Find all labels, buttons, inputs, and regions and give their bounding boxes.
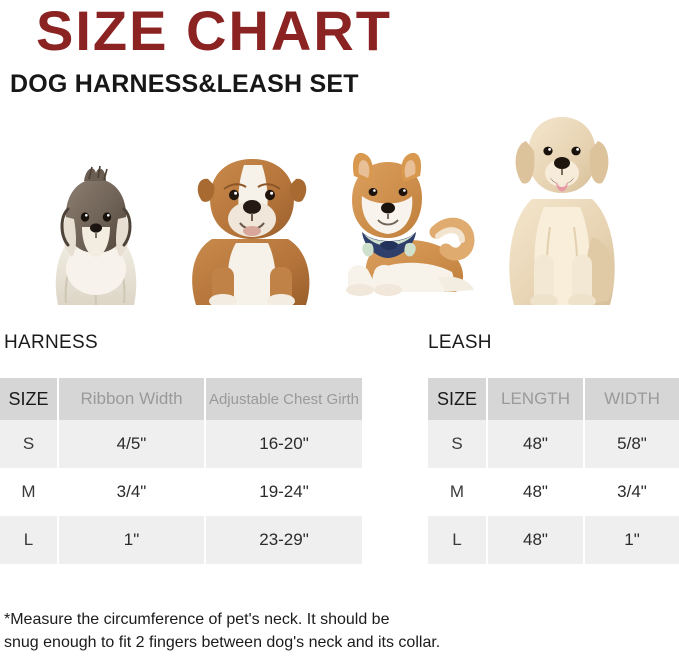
harness-header-chest-girth: Adjustable Chest Girth [205, 378, 362, 420]
leash-cell-size: S [428, 420, 488, 468]
footnote-line-1: *Measure the circumference of pet's neck… [4, 611, 390, 628]
leash-size-table: SIZE LENGTH WIDTH S 48" 5/8" M 48" 3/4" … [428, 378, 679, 564]
page-subtitle: DOG HARNESS&LEASH SET [10, 70, 359, 98]
leash-cell-length: 48" [487, 468, 585, 516]
harness-header-size: SIZE [0, 378, 59, 420]
table-row: L 1" 23-29" [0, 516, 362, 564]
leash-header-width: WIDTH [584, 378, 679, 420]
leash-header-length: LENGTH [487, 378, 585, 420]
leash-cell-length: 48" [487, 420, 585, 468]
page-title: SIZE CHART [36, 0, 392, 62]
harness-header-ribbon-width: Ribbon Width [58, 378, 206, 420]
harness-size-table: SIZE Ribbon Width Adjustable Chest Girth… [0, 378, 362, 564]
leash-cell-width: 5/8" [584, 420, 679, 468]
leash-cell-width: 1" [584, 516, 679, 564]
harness-cell-size: M [0, 468, 59, 516]
leash-section-label: LEASH [428, 332, 492, 353]
dog-photo-golden-retriever [488, 107, 634, 305]
dog-image-band [0, 100, 679, 305]
leash-cell-size: M [428, 468, 488, 516]
table-row: S 48" 5/8" [428, 420, 679, 468]
dog-photo-shih-tzu [36, 165, 156, 305]
table-header-row: SIZE LENGTH WIDTH [428, 378, 679, 420]
harness-cell-chest-girth: 19-24" [205, 468, 362, 516]
harness-cell-chest-girth: 16-20" [205, 420, 362, 468]
table-row: M 48" 3/4" [428, 468, 679, 516]
harness-cell-ribbon-width: 3/4" [58, 468, 206, 516]
table-header-row: SIZE Ribbon Width Adjustable Chest Girth [0, 378, 362, 420]
leash-cell-width: 3/4" [584, 468, 679, 516]
leash-cell-length: 48" [487, 516, 585, 564]
table-row: L 48" 1" [428, 516, 679, 564]
harness-cell-size: L [0, 516, 59, 564]
dog-photo-english-bulldog [178, 147, 326, 305]
harness-cell-size: S [0, 420, 59, 468]
table-row: M 3/4" 19-24" [0, 468, 362, 516]
harness-section-label: HARNESS [4, 332, 98, 353]
leash-header-size: SIZE [428, 378, 488, 420]
harness-cell-ribbon-width: 4/5" [58, 420, 206, 468]
dog-photo-shiba-inu [318, 140, 478, 305]
harness-cell-ribbon-width: 1" [58, 516, 206, 564]
leash-cell-size: L [428, 516, 488, 564]
table-row: S 4/5" 16-20" [0, 420, 362, 468]
harness-cell-chest-girth: 23-29" [205, 516, 362, 564]
measurement-footnote: *Measure the circumference of pet's neck… [4, 608, 604, 654]
footnote-line-2: snug enough to fit 2 fingers between dog… [4, 634, 441, 652]
